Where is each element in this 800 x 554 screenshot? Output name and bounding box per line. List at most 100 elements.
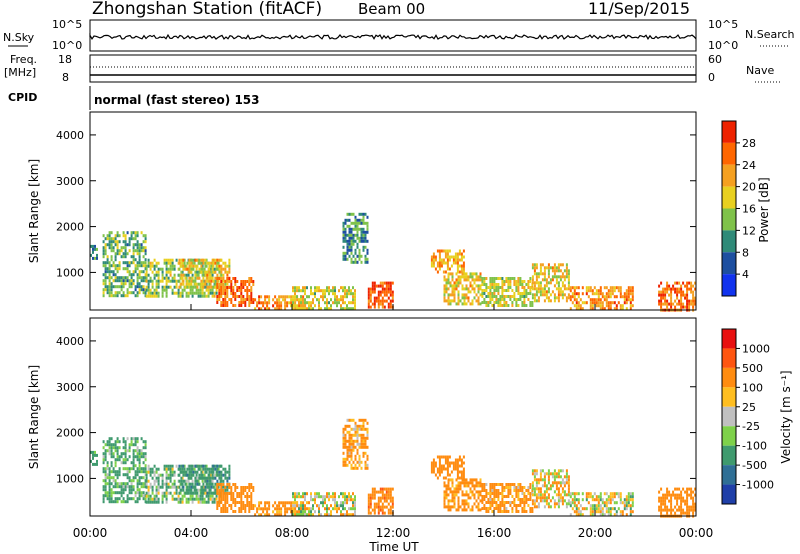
power-background	[90, 112, 696, 310]
echo-cell	[563, 269, 566, 273]
echo-cell	[213, 294, 216, 298]
echo-cell	[122, 440, 125, 444]
echo-cell	[501, 298, 504, 301]
echo-cell	[140, 243, 143, 247]
echo-cell	[561, 293, 564, 297]
echo-cell	[214, 282, 217, 286]
echo-cell	[122, 279, 125, 283]
echo-cell	[539, 281, 542, 285]
echo-cell	[605, 304, 608, 308]
echo-cell	[138, 467, 141, 471]
echo-cell	[296, 495, 298, 499]
echo-cell	[240, 289, 243, 292]
echo-cell	[507, 501, 510, 504]
echo-cell	[664, 290, 667, 294]
echo-cell	[563, 278, 566, 282]
echo-cell	[599, 301, 602, 305]
xtick-label: 12:00	[376, 526, 411, 540]
echo-cell	[579, 298, 582, 302]
echo-cell	[104, 491, 107, 495]
echo-cell	[134, 440, 137, 444]
echo-cell	[686, 499, 689, 503]
echo-cell	[134, 234, 137, 238]
echo-cell	[354, 221, 357, 225]
echo-cell	[625, 292, 628, 296]
echo-cell	[346, 292, 348, 296]
echo-cell	[469, 496, 472, 500]
echo-cell	[589, 286, 592, 290]
echo-cell	[222, 498, 225, 501]
echo-cell	[209, 497, 212, 501]
echo-cell	[122, 497, 125, 501]
echo-cell	[451, 299, 454, 303]
echo-cell	[318, 492, 320, 496]
echo-cell	[220, 258, 223, 262]
echo-cell	[617, 286, 620, 290]
echo-cell	[366, 457, 369, 461]
echo-cell	[615, 307, 618, 311]
echo-cell	[529, 507, 532, 510]
echo-cell	[310, 307, 312, 311]
echo-cell	[292, 286, 294, 290]
echo-cell	[238, 495, 241, 498]
echo-cell	[360, 433, 363, 437]
echo-cell	[187, 285, 190, 289]
echo-cell	[515, 486, 518, 489]
echo-cell	[175, 497, 178, 501]
echo-cell	[92, 462, 94, 466]
echo-cell	[180, 273, 183, 277]
echo-cell	[157, 485, 160, 489]
echo-cell	[155, 470, 158, 474]
echo-cell	[149, 485, 152, 489]
echo-cell	[453, 299, 456, 303]
xtick-label: 00:00	[679, 526, 714, 540]
echo-cell	[330, 289, 332, 293]
echo-cell	[688, 487, 691, 491]
echo-cell	[432, 467, 435, 471]
echo-cell	[217, 467, 220, 471]
echo-cell	[205, 288, 208, 292]
echo-cell	[521, 280, 524, 283]
echo-cell	[256, 304, 259, 308]
echo-cell	[230, 498, 233, 501]
echo-cell	[278, 298, 281, 302]
echo-cell	[206, 476, 209, 480]
echo-cell	[96, 253, 98, 257]
echo-cell	[218, 295, 221, 298]
echo-cell	[342, 289, 344, 293]
echo-cell	[240, 280, 243, 283]
echo-cell	[282, 298, 285, 302]
echo-cell	[613, 286, 616, 290]
echo-cell	[140, 452, 143, 456]
echo-cell	[373, 287, 376, 291]
echo-cell	[360, 445, 363, 449]
echo-cell	[617, 507, 620, 511]
echo-cell	[601, 513, 604, 517]
echo-cell	[563, 287, 566, 291]
echo-cell	[348, 286, 350, 290]
echo-cell	[328, 498, 330, 502]
echo-cell	[362, 248, 365, 252]
echo-cell	[344, 286, 346, 290]
echo-cell	[244, 301, 247, 304]
echo-cell	[346, 304, 348, 308]
echo-cell	[603, 295, 606, 299]
echo-cell	[537, 493, 540, 497]
echo-cell	[451, 484, 454, 488]
echo-cell	[110, 455, 113, 459]
echo-cell	[375, 296, 378, 300]
echo-cell	[169, 476, 172, 480]
echo-cell	[469, 487, 472, 491]
echo-cell	[555, 296, 558, 300]
echo-cell	[201, 470, 204, 474]
echo-cell	[346, 510, 348, 514]
echo-cell	[213, 258, 216, 262]
echo-cell	[364, 230, 367, 234]
echo-cell	[110, 255, 113, 259]
echo-cell	[224, 470, 227, 474]
echo-cell	[513, 501, 516, 504]
echo-cell	[448, 249, 451, 253]
echo-cell	[367, 293, 370, 297]
echo-cell	[161, 476, 164, 480]
echo-cell	[430, 470, 433, 474]
